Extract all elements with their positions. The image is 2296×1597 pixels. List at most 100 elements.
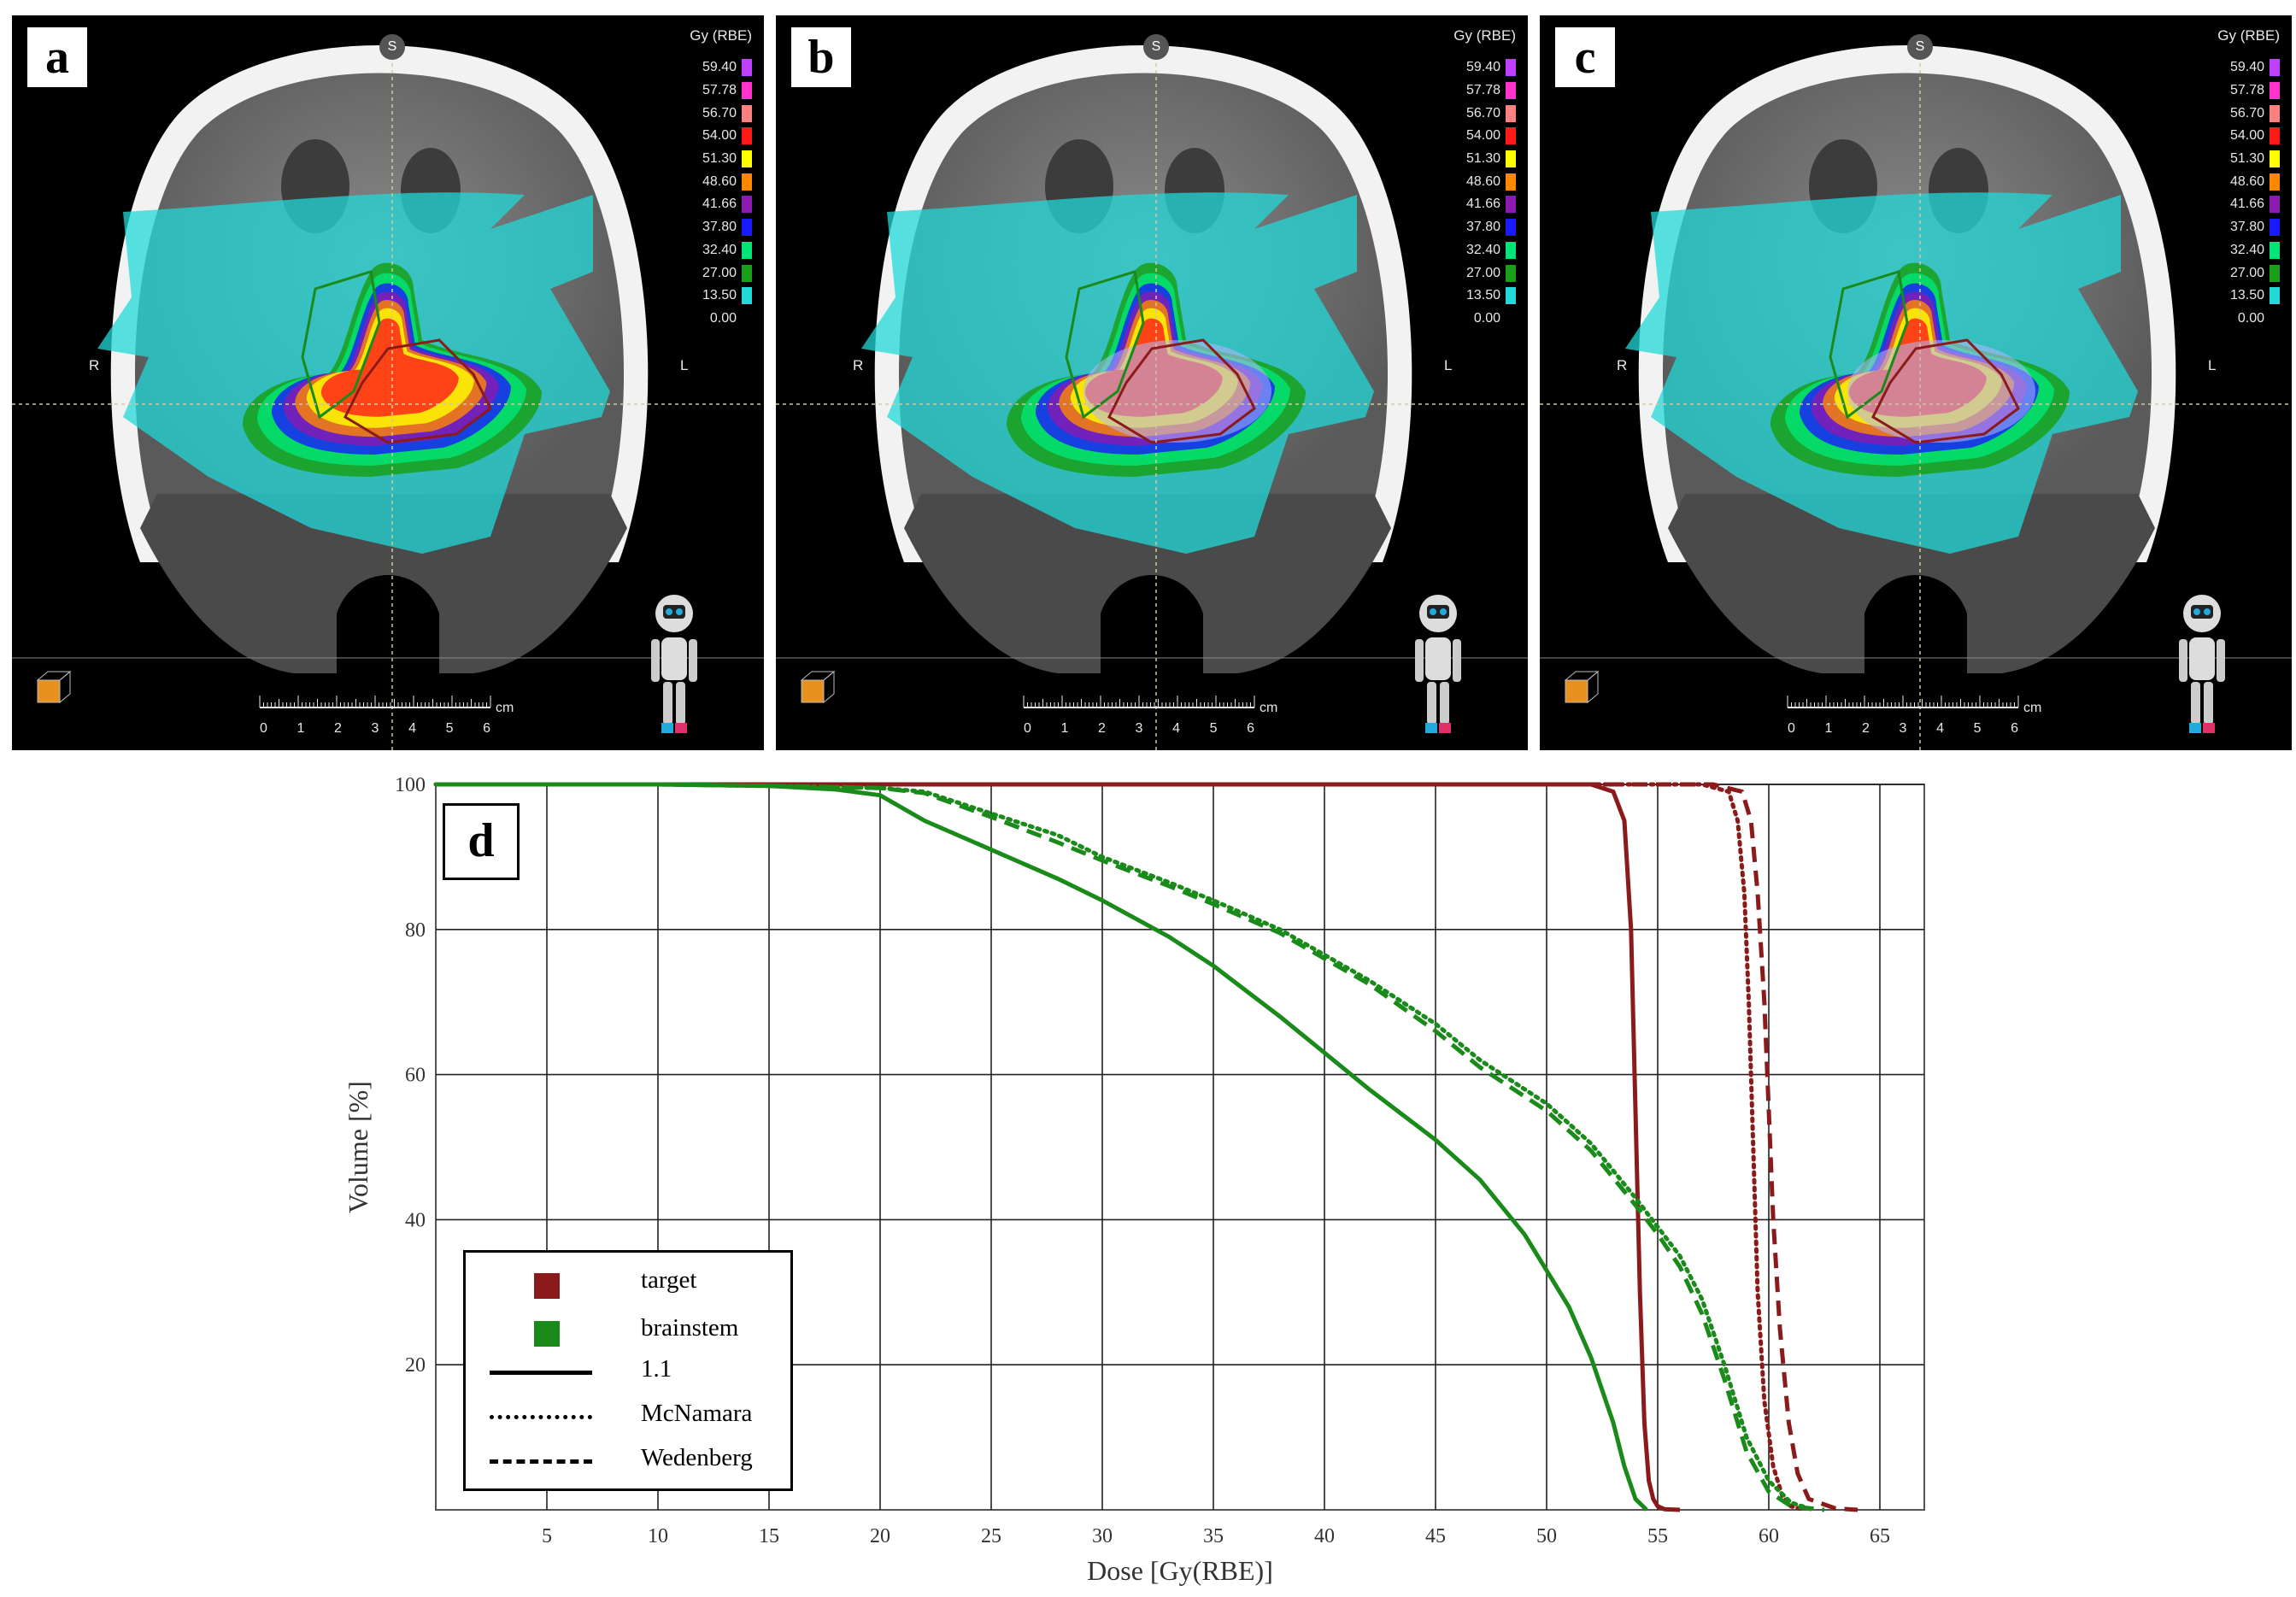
- 3d-view-cube-icon[interactable]: [29, 665, 80, 707]
- dose-legend-value: 59.40: [2229, 60, 2264, 75]
- dose-legend-item: 32.40: [702, 239, 752, 262]
- spinal-canal: [337, 575, 439, 673]
- dose-legend: 59.40 57.78 56.70 54.00 51.30 48.60 41.66 37.80…: [702, 56, 752, 330]
- dose-legend-item: 37.80: [2230, 216, 2280, 239]
- dose-legend-swatch: [2270, 82, 2280, 100]
- legend-line-dashed: [490, 1459, 592, 1464]
- high-dose-overlay: [1847, 340, 2035, 443]
- brainstem-contour: [1829, 270, 1909, 420]
- left-marker: L: [1444, 357, 1453, 373]
- 3d-view-cube-icon[interactable]: [793, 665, 844, 707]
- legend-line-dotted: [490, 1415, 592, 1419]
- dose-legend-value: 57.78: [702, 83, 737, 98]
- scale-bar-tick-label: 1: [1060, 721, 1069, 736]
- right-marker: R: [89, 357, 100, 373]
- dose-legend-title: Gy (RBE): [1453, 27, 1516, 44]
- x-tick-label: 40: [1314, 1525, 1335, 1547]
- legend-line-solid: [490, 1371, 592, 1375]
- dose-legend-value: 48.60: [1465, 173, 1500, 189]
- dose-legend-value: 27.00: [2229, 265, 2264, 280]
- scale-bar-ticks: 0 1 2 3 4 5 6: [1024, 721, 1254, 737]
- ct-image-b: [776, 45, 1528, 750]
- scale-bar-tick-label: 5: [1209, 721, 1218, 736]
- scale-bar-tick-label: 4: [1172, 721, 1180, 736]
- patient-orientation-figure-icon: [1415, 595, 1461, 733]
- scale-bar-tick-label: 5: [445, 721, 454, 736]
- y-axis-label: Volume [%]: [343, 1081, 373, 1213]
- dose-legend-swatch: [1506, 82, 1516, 100]
- dose-legend-item: 57.78: [1466, 79, 1516, 103]
- superior-marker: S: [1907, 34, 1933, 60]
- panel-label: b: [791, 27, 851, 87]
- dose-legend-value: 56.70: [1465, 105, 1500, 120]
- dose-legend-swatch: [742, 241, 752, 259]
- dose-legend-item: 54.00: [702, 125, 752, 148]
- dose-legend-item: 54.00: [2230, 125, 2280, 148]
- dvh-plot-area: 5 10 15 20 25 30 35 40 45 50 55 60 65 20 40 60 80 100 Dose…: [343, 774, 1925, 1586]
- legend-label: target: [641, 1266, 697, 1294]
- dose-legend-swatch: [742, 127, 752, 145]
- x-tick-label: 55: [1647, 1525, 1668, 1547]
- legend-label: 1.1: [641, 1355, 672, 1383]
- dose-legend-value: 32.40: [2229, 242, 2264, 257]
- dose-legend-item: 56.70: [1466, 102, 1516, 125]
- dose-legend-swatch: [1506, 219, 1516, 237]
- scale-bar-tick-label: 4: [1936, 721, 1944, 736]
- superior-marker: S: [1143, 34, 1169, 60]
- dose-legend-swatch: [1506, 287, 1516, 305]
- target-contour: [344, 338, 492, 444]
- dose-legend-swatch: [742, 219, 752, 237]
- dose-legend-value: 27.00: [702, 265, 737, 280]
- dose-legend-value: 32.40: [1465, 242, 1500, 257]
- dose-legend-value: 32.40: [702, 242, 737, 257]
- scale-bar-tick-label: 2: [1098, 721, 1106, 736]
- dose-legend-swatch: [742, 82, 752, 100]
- x-tick-label: 35: [1203, 1525, 1224, 1547]
- dose-legend-item: 54.00: [1466, 125, 1516, 148]
- dose-legend-value: 48.60: [2229, 173, 2264, 189]
- dose-legend-item: 57.78: [2230, 79, 2280, 103]
- x-tick-label: 30: [1092, 1525, 1113, 1547]
- dose-legend-value: 57.78: [2229, 83, 2264, 98]
- dose-legend-value: 59.40: [1465, 60, 1500, 75]
- dose-legend-item: 27.00: [1466, 261, 1516, 285]
- dose-legend-item: 48.60: [702, 170, 752, 193]
- ct-panel-b: b Gy (RBE) 59.40 57.78 56.70 54.00 51.30 48.6…: [776, 15, 1528, 750]
- ct-image-c: [1540, 45, 2292, 750]
- scale-bar-tick-label: 2: [1862, 721, 1870, 736]
- dose-legend-item: 13.50: [702, 285, 752, 308]
- dose-legend-swatch: [2270, 309, 2280, 327]
- 3d-view-cube-icon[interactable]: [1557, 665, 1608, 707]
- ct-panel-a: a Gy (RBE) 59.40 57.78 56.70 54.00 51.30 48.6…: [12, 15, 764, 750]
- x-tick-label: 50: [1536, 1525, 1557, 1547]
- dose-legend-value: 41.66: [1465, 197, 1500, 212]
- dose-legend-swatch: [742, 309, 752, 327]
- dose-legend-item: 0.00: [2230, 308, 2280, 331]
- dose-legend-item: 57.78: [702, 79, 752, 103]
- dose-legend-item: 48.60: [1466, 170, 1516, 193]
- patient-orientation-figure-icon: [651, 595, 697, 733]
- patient-orientation-figure-icon: [2179, 595, 2225, 733]
- scale-bar-tick-label: 3: [1899, 721, 1907, 736]
- legend-item-solid: 1.1: [466, 1350, 790, 1398]
- dose-legend-swatch: [742, 287, 752, 305]
- dose-legend-value: 0.00: [1473, 310, 1500, 326]
- dose-legend-value: 13.50: [1465, 288, 1500, 303]
- dose-legend-swatch: [1506, 309, 1516, 327]
- y-tick-label: 80: [405, 919, 426, 942]
- panel-label-d: d: [443, 803, 520, 880]
- dose-legend: 59.40 57.78 56.70 54.00 51.30 48.60 41.66 37.80…: [2230, 56, 2280, 330]
- x-tick-label: 25: [981, 1525, 1001, 1547]
- dose-legend-item: 13.50: [1466, 285, 1516, 308]
- dose-legend-swatch: [2270, 127, 2280, 145]
- series-brainstem-dotted: [433, 782, 1816, 1512]
- dose-legend-value: 54.00: [702, 128, 737, 144]
- dose-legend-swatch: [2270, 196, 2280, 214]
- dose-legend-value: 13.50: [2229, 288, 2264, 303]
- right-marker: R: [1617, 357, 1628, 373]
- legend-item-brainstem: brainstem: [466, 1309, 790, 1357]
- dose-legend-value: 59.40: [702, 60, 737, 75]
- dose-legend-item: 37.80: [1466, 216, 1516, 239]
- series-brainstem-dashed: [436, 782, 1825, 1512]
- dose-legend-value: 57.78: [1465, 83, 1500, 98]
